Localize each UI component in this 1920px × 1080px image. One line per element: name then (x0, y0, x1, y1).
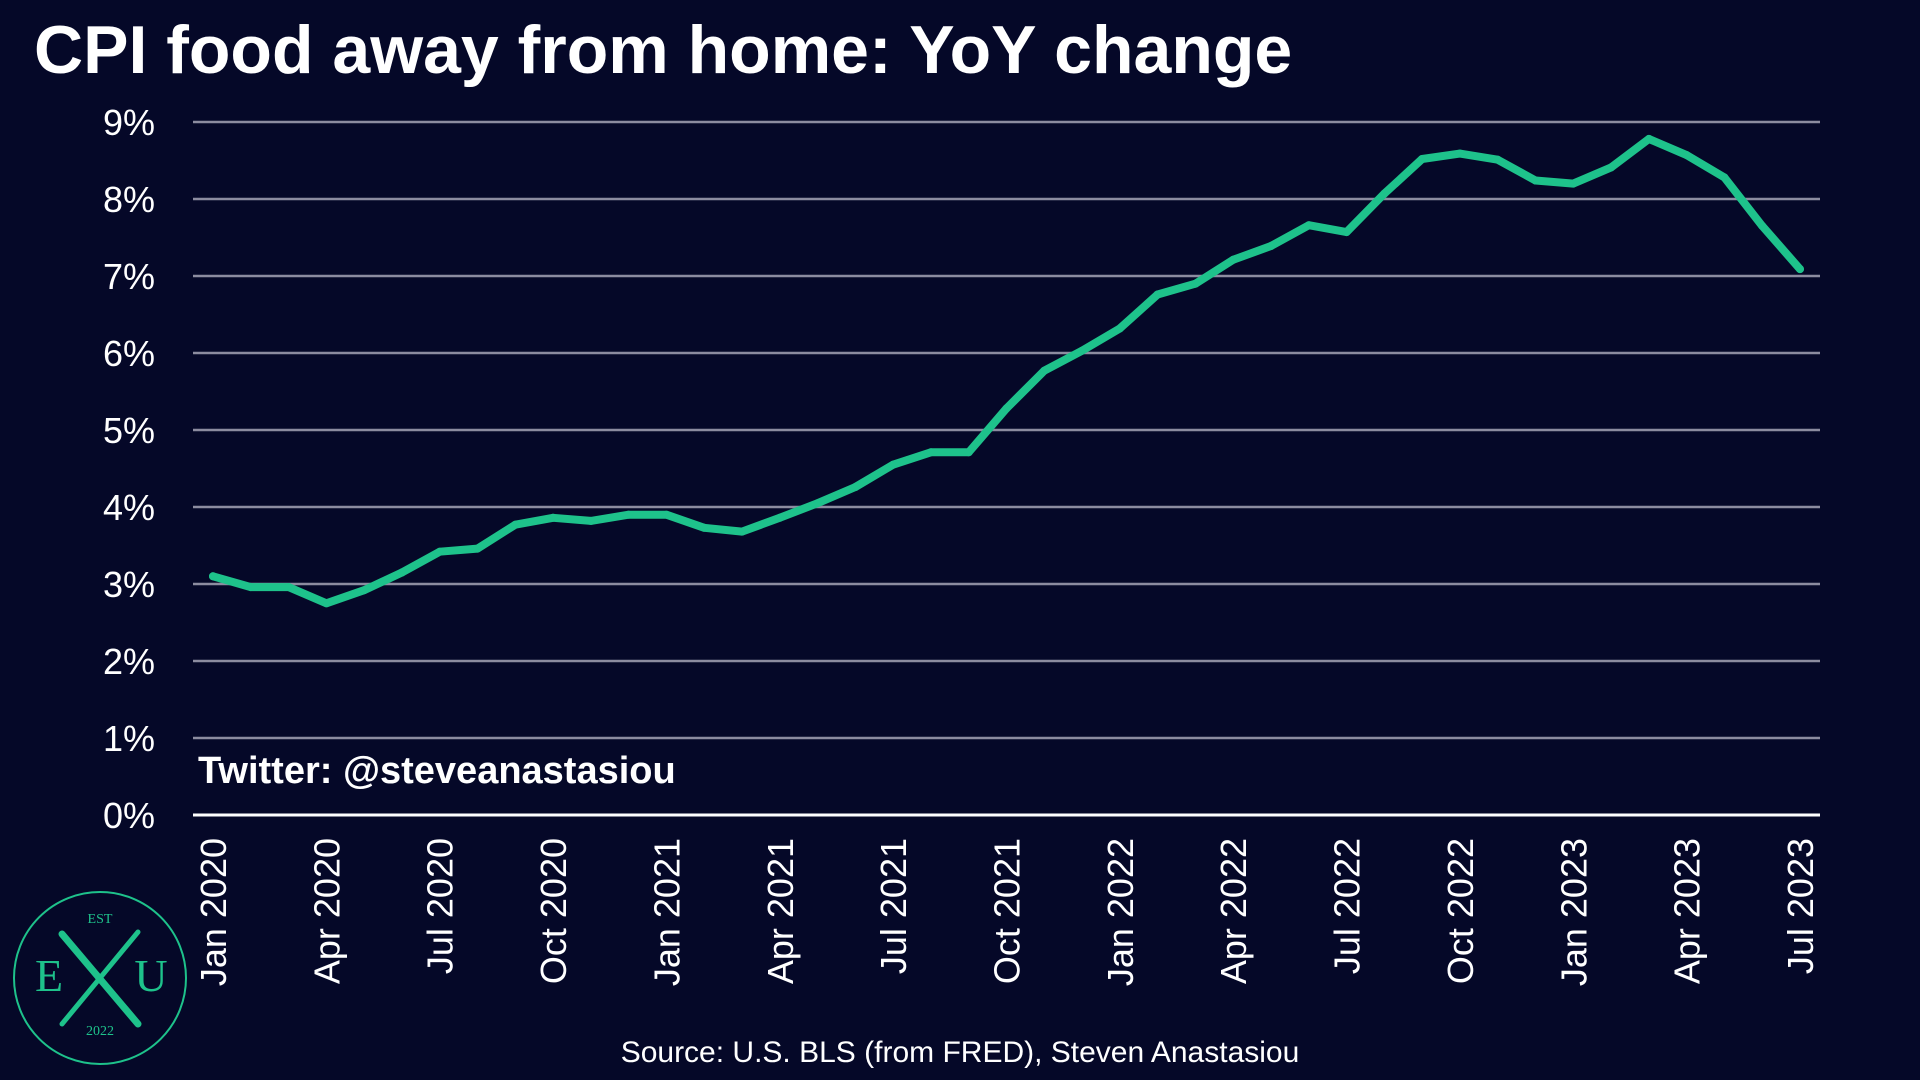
y-tick-label: 0% (103, 795, 155, 836)
data-point (1040, 366, 1049, 375)
data-point (624, 510, 633, 519)
x-tick-label: Jan 2023 (1553, 838, 1594, 986)
data-point (1796, 265, 1804, 274)
data-point (1191, 279, 1200, 288)
logo-cross-stroke-2 (59, 929, 141, 1027)
data-point (1682, 151, 1691, 160)
data-point (1115, 324, 1124, 333)
data-point (1380, 189, 1389, 198)
x-tick-label: Jan 2022 (1100, 838, 1141, 986)
x-tick-label: Apr 2022 (1213, 838, 1254, 984)
data-point (1455, 149, 1464, 158)
x-tick-label: Oct 2022 (1440, 838, 1481, 984)
y-tick-label: 6% (103, 333, 155, 374)
data-point (549, 513, 558, 522)
data-point (1531, 176, 1540, 185)
data-point (851, 483, 860, 491)
data-point (1229, 255, 1238, 264)
chart-title: CPI food away from home: YoY change (34, 12, 1293, 88)
data-point (662, 510, 671, 519)
x-axis-tick-labels: Jan 2020 Apr 2020 Jul 2020 Oct 2020 Jan 2021… (193, 838, 1821, 986)
source-note: Source: U.S. BLS (from FRED), Steven Ana… (620, 1036, 1300, 1069)
x-tick-label: Apr 2023 (1667, 838, 1708, 984)
data-point (1493, 155, 1502, 164)
gridlines (193, 120, 1820, 817)
series-layer (209, 134, 1804, 608)
data-point (1758, 221, 1767, 230)
data-point (1569, 179, 1578, 188)
y-tick-label: 7% (103, 256, 155, 297)
data-point (435, 547, 444, 556)
data-point (511, 520, 520, 529)
data-point (1267, 242, 1275, 250)
x-tick-label: Apr 2020 (306, 838, 347, 984)
y-tick-label: 4% (103, 487, 155, 528)
x-tick-label: Oct 2020 (533, 838, 574, 984)
x-tick-label: Apr 2021 (760, 838, 801, 984)
logo-letter-e: E (35, 950, 63, 1001)
data-point (1607, 163, 1616, 172)
data-point (397, 568, 406, 577)
data-point (738, 527, 746, 536)
data-point (360, 586, 369, 595)
data-point (1304, 221, 1313, 230)
y-tick-label: 8% (103, 179, 155, 220)
data-point (1002, 404, 1011, 413)
y-tick-label: 2% (103, 641, 155, 682)
x-tick-label: Jul 2020 (420, 838, 461, 974)
data-point (775, 513, 784, 522)
data-point (246, 583, 255, 592)
twitter-watermark: Twitter: @steveanastasiou (198, 750, 676, 792)
data-point (209, 572, 217, 581)
data-point (964, 448, 973, 457)
data-point (700, 523, 709, 532)
data-point (1418, 155, 1427, 163)
logo-est-text: EST (88, 912, 113, 927)
logo-outer-ring (13, 891, 187, 1065)
y-tick-label: 9% (103, 102, 155, 143)
data-point (1720, 173, 1729, 182)
y-axis-tick-labels: 0% 1% 2% 3% 4% 5% 6% 7% 8% 9% (103, 102, 155, 836)
logo-year-text: 2022 (86, 1024, 114, 1039)
data-point (889, 460, 898, 469)
data-point (1342, 228, 1351, 237)
x-tick-label: Jan 2021 (646, 838, 687, 986)
data-point (1153, 290, 1162, 299)
y-tick-label: 1% (103, 718, 155, 759)
series-line (209, 134, 1804, 608)
data-point (473, 544, 482, 553)
y-tick-label: 5% (103, 410, 155, 451)
data-point (1644, 134, 1653, 143)
x-tick-label: Jan 2020 (193, 838, 234, 986)
data-point (322, 599, 331, 608)
x-tick-label: Jul 2022 (1327, 838, 1368, 974)
data-point (284, 583, 293, 592)
exu-logo: EST E U 2022 (13, 891, 187, 1065)
logo-letter-u: U (134, 950, 167, 1001)
data-point (813, 499, 822, 508)
data-point (1078, 346, 1087, 355)
y-tick-label: 3% (103, 564, 155, 605)
x-tick-label: Jul 2023 (1780, 838, 1821, 974)
x-tick-label: Oct 2021 (987, 838, 1028, 984)
data-point (586, 516, 595, 525)
data-point (926, 448, 935, 457)
x-tick-label: Jul 2021 (873, 838, 914, 974)
